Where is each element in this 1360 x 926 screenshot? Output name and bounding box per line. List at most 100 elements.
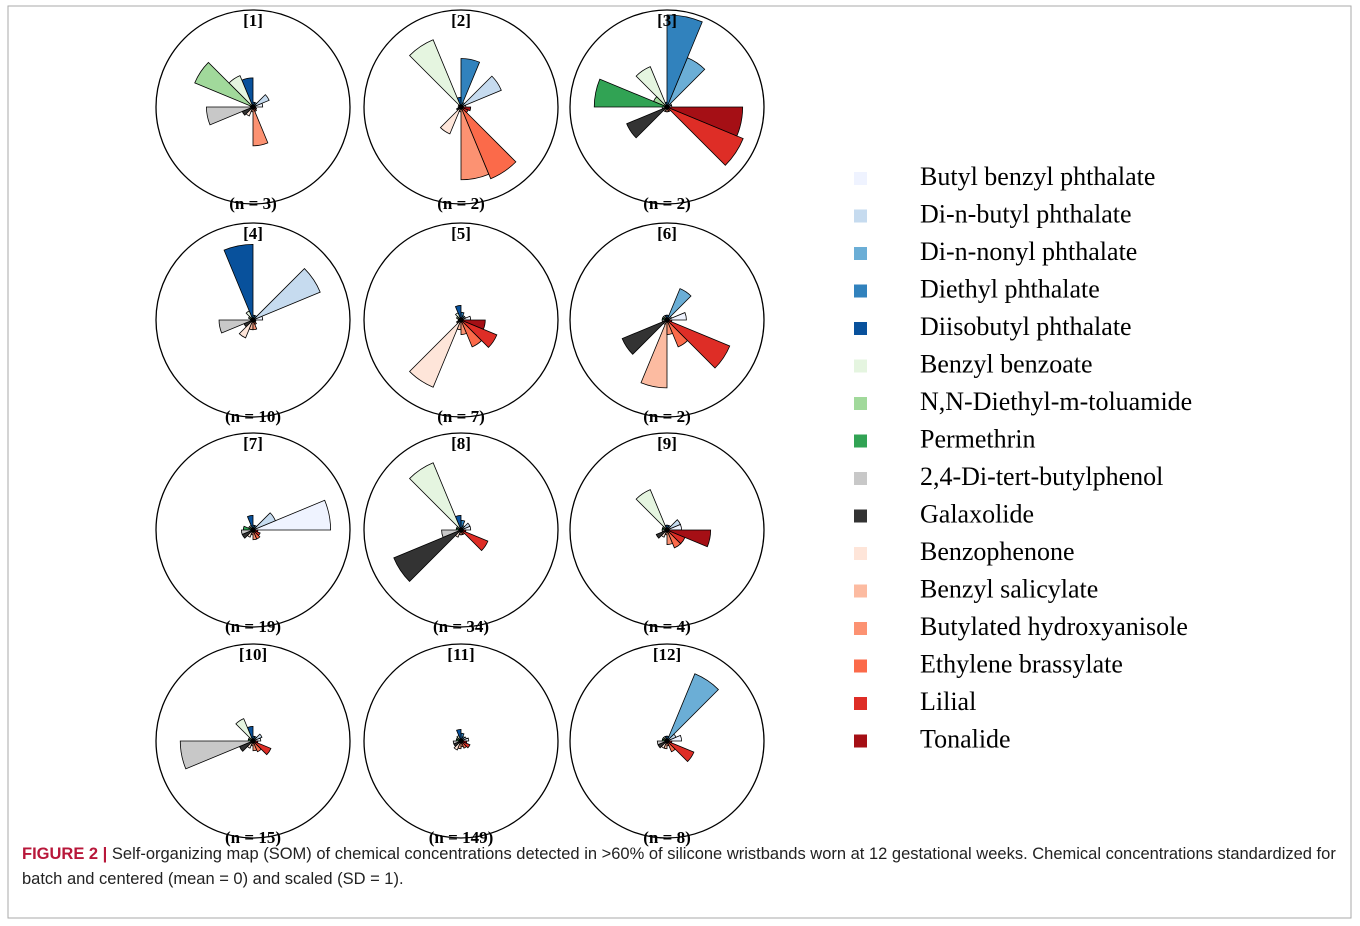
segment — [666, 106, 744, 166]
legend-label: N,N-Diethyl-m-toluamide — [920, 387, 1192, 416]
segment — [666, 14, 703, 108]
segment — [223, 243, 254, 321]
segment — [206, 106, 254, 126]
segment — [666, 519, 681, 531]
legend-label: Benzophenone — [920, 537, 1075, 566]
node-center — [250, 527, 256, 533]
segment — [252, 267, 321, 321]
segment — [460, 319, 486, 330]
segment — [666, 673, 720, 742]
n-label: (n = 8) — [643, 828, 690, 847]
n-label: (n = 7) — [437, 407, 484, 426]
segment — [252, 94, 270, 108]
segment — [408, 39, 462, 108]
segment — [238, 319, 254, 339]
legend-swatch — [854, 734, 867, 748]
segment — [460, 106, 472, 112]
legend-swatch — [854, 247, 867, 260]
node-label: [12] — [653, 645, 681, 664]
legend-swatch — [854, 209, 867, 223]
legend-swatch — [854, 584, 867, 598]
caption-label: FIGURE 2 | — [22, 845, 108, 863]
legend-swatch — [854, 659, 867, 673]
segment — [640, 319, 668, 389]
node-circle — [363, 432, 559, 628]
segment — [635, 66, 668, 108]
legend-swatch — [854, 547, 867, 560]
node-label: [8] — [451, 434, 471, 453]
legend-label: Benzyl salicylate — [920, 574, 1098, 603]
legend-swatch — [854, 472, 867, 485]
segment — [241, 529, 254, 539]
node-center — [664, 527, 670, 533]
segment — [194, 61, 254, 108]
legend-swatch — [854, 434, 867, 448]
legend-label: Ethylene brassylate — [920, 649, 1123, 678]
legend-label: Butylated hydroxyanisole — [920, 612, 1188, 641]
legend-swatch — [854, 397, 867, 410]
n-label: (n = 2) — [643, 407, 690, 426]
legend-swatch — [854, 509, 867, 523]
segment — [241, 106, 254, 116]
segment — [453, 740, 462, 751]
segment — [252, 499, 332, 531]
legend-swatch — [854, 697, 867, 710]
legend-label: Permethrin — [920, 424, 1036, 453]
legend-swatch — [854, 172, 867, 185]
node-label: [3] — [657, 11, 677, 30]
legend-label: 2,4-Di-tert-butylphenol — [920, 462, 1163, 491]
n-label: (n = 19) — [225, 617, 281, 636]
segment — [626, 106, 668, 139]
node-circle — [569, 432, 765, 628]
legend-label: Di-n-nonyl phthalate — [920, 237, 1137, 266]
legend-swatch — [854, 322, 867, 335]
segment — [593, 78, 668, 108]
legend-label: Tonalide — [920, 724, 1011, 753]
segment — [252, 740, 272, 756]
segment — [460, 740, 471, 749]
segment — [666, 106, 744, 137]
node-center — [664, 104, 670, 110]
node-label: [5] — [451, 224, 471, 243]
segment — [666, 319, 731, 369]
segment — [408, 319, 462, 388]
legend-swatch — [854, 622, 867, 635]
legend-label: Diethyl phthalate — [920, 274, 1100, 303]
node-center — [250, 738, 256, 744]
caption-text: Self-organizing map (SOM) of chemical co… — [22, 845, 1336, 888]
node-circle — [155, 222, 351, 418]
legend-label: Diisobutyl phthalate — [920, 312, 1132, 341]
n-label: (n = 2) — [437, 194, 484, 213]
segment — [179, 740, 254, 770]
segment — [408, 462, 462, 531]
legend-label: Butyl benzyl phthalate — [920, 162, 1155, 191]
node-label: [9] — [657, 434, 677, 453]
caption: FIGURE 2 | Self-organizing map (SOM) of … — [22, 842, 1342, 892]
segment — [252, 106, 269, 147]
node-circle — [155, 432, 351, 628]
segment — [460, 106, 517, 180]
n-label: (n = 3) — [229, 194, 276, 213]
legend-label: Galaxolide — [920, 499, 1034, 528]
n-label: (n = 15) — [225, 828, 281, 847]
legend-label: Di-n-butyl phthalate — [920, 199, 1132, 228]
node-center — [664, 738, 670, 744]
segment — [245, 106, 254, 117]
node-center — [458, 104, 464, 110]
node-circle — [155, 9, 351, 205]
n-label: (n = 4) — [643, 617, 690, 636]
segment — [621, 319, 668, 355]
segment — [460, 75, 502, 108]
node-circle — [569, 222, 765, 418]
segment — [655, 529, 668, 539]
segment — [393, 529, 462, 583]
node-circle — [363, 9, 559, 205]
node-center — [458, 527, 464, 533]
legend-swatch — [854, 359, 867, 373]
node-center — [664, 317, 670, 323]
node-center — [250, 317, 256, 323]
segment — [439, 106, 462, 135]
n-label: (n = 10) — [225, 407, 281, 426]
segment — [460, 319, 498, 349]
